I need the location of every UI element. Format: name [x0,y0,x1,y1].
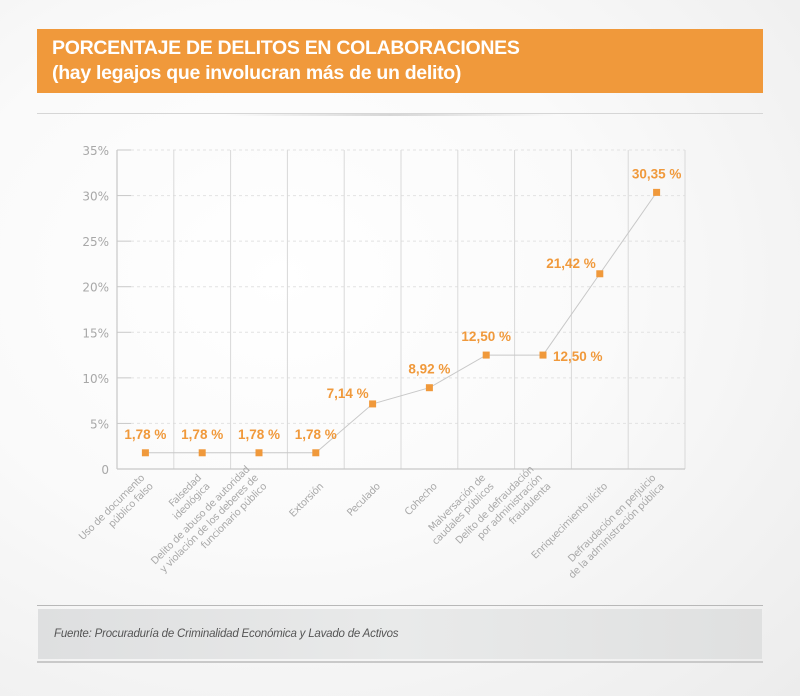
data-point [312,449,320,457]
data-point [596,270,604,278]
data-label: 12,50 % [553,349,603,364]
x-tick-label-line: Cohecho [403,481,440,518]
data-point [198,449,206,457]
header-divider [37,113,763,114]
chart-title-banner: PORCENTAJE DE DELITOS EN COLABORACIONES … [37,29,763,93]
footer-divider-top [37,605,763,606]
data-label: 1,78 % [124,427,166,442]
source-text: Fuente: Procuraduría de Criminalidad Eco… [54,628,399,640]
series-line [145,192,658,454]
label-layer: 1,78 % 1,78 % 1,78 % 1,78 % 7,14 % 8,92 % 12,5… [124,166,681,441]
data-point [255,449,263,457]
x-tick-label-line: Extorsión [287,481,326,520]
chart-subtitle: (hay legajos que involucran más de un de… [52,62,462,84]
data-point [482,351,490,359]
data-label: 1,78 % [181,427,223,442]
x-tick-label-line: de la administración pública [566,480,667,581]
y-tick-label: 15% [82,326,109,340]
chart-title: PORCENTAJE DE DELITOS EN COLABORACIONES [52,37,520,59]
data-label: 30,35 % [632,166,682,181]
x-tick-label-line: Peculado [345,481,383,519]
data-label: 1,78 % [295,427,337,442]
y-tick-label: 5% [90,417,109,431]
y-tick-label: 35% [82,144,109,158]
data-point [141,449,149,457]
header-divider-shadow [225,114,555,116]
data-label: 1,78 % [238,427,280,442]
data-label: 12,50 % [461,329,511,344]
y-tick-label: 0 [101,463,109,477]
data-label: 7,14 % [327,386,369,401]
data-label: 8,92 % [408,362,450,377]
x-tick-label: Extorsión [287,481,326,520]
series-layer [141,188,661,457]
x-tick-label: Peculado [345,481,383,519]
y-tick-label: 10% [82,372,109,386]
footer-divider-bottom [37,661,763,663]
y-tick-label: 30% [82,190,109,204]
y-tick-label: 20% [82,281,109,295]
data-point [539,351,547,359]
y-tick-label: 25% [82,235,109,249]
data-point [653,188,661,196]
grid-layer [116,149,686,469]
data-point [369,400,377,408]
source-note: Fuente: Procuraduría de Criminalidad Eco… [38,609,762,659]
data-point [425,384,433,392]
x-tick-label: Cohecho [403,481,440,518]
data-label: 21,42 % [546,256,596,271]
